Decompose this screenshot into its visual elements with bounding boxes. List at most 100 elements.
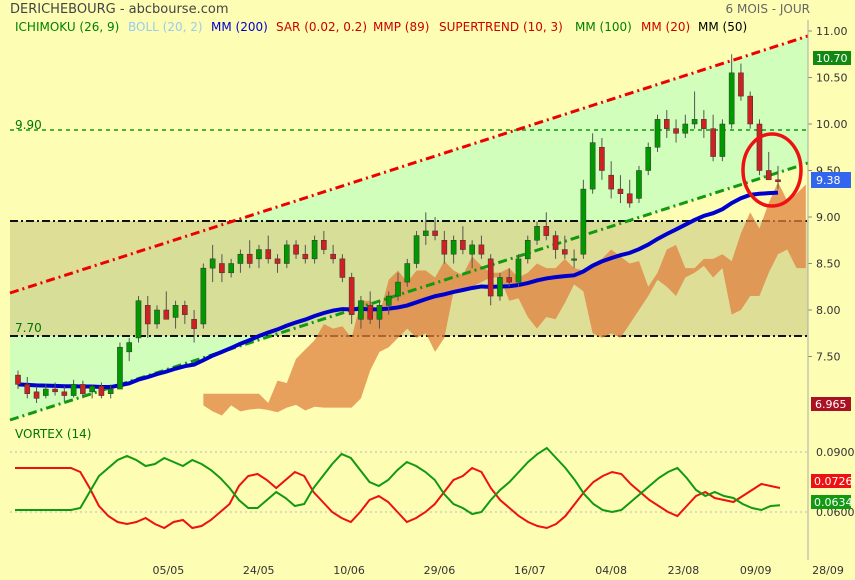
candle-body xyxy=(172,305,179,318)
candle xyxy=(404,258,411,287)
candle-body xyxy=(348,277,355,315)
vortex-y-tick: 0.0900 xyxy=(816,446,855,459)
badge-high: 10.70 xyxy=(813,51,851,65)
candle-body xyxy=(404,263,411,283)
candle-body xyxy=(460,240,466,250)
candle-body xyxy=(182,305,188,315)
candle-body xyxy=(682,123,689,134)
candle-body xyxy=(701,119,707,129)
badge-vortex-green-text: 0.0634 xyxy=(814,496,853,509)
candle-body xyxy=(534,226,540,241)
candle-body xyxy=(330,253,336,260)
candle-body xyxy=(302,253,309,260)
candle xyxy=(163,291,170,320)
candle xyxy=(423,212,429,245)
candle-body xyxy=(626,193,633,204)
x-tick-label: 09/09 xyxy=(740,564,772,577)
axes: 7.508.008.509.009.5010.0010.5011.0005/05… xyxy=(153,20,848,577)
candle xyxy=(135,296,142,343)
ichimoku-cloud xyxy=(203,182,806,416)
candle-body xyxy=(441,240,448,255)
candle-body xyxy=(487,258,494,297)
candle xyxy=(756,119,763,176)
x-tick-label: 05/05 xyxy=(153,564,185,577)
candle xyxy=(43,384,49,399)
candle xyxy=(395,272,401,301)
candle xyxy=(89,384,95,399)
candle xyxy=(302,244,309,264)
candle-body xyxy=(562,249,568,255)
highlight-circle xyxy=(741,132,803,208)
candle-body xyxy=(274,258,281,264)
y-tick-label: 10.50 xyxy=(816,72,848,85)
candle xyxy=(237,249,244,273)
candle xyxy=(701,110,707,138)
candle-body xyxy=(738,72,744,97)
candle xyxy=(228,258,234,278)
legend-supertrend: SUPERTREND (10, 3) xyxy=(439,20,563,34)
candle xyxy=(172,300,179,329)
candle-body xyxy=(506,277,513,283)
candle xyxy=(626,179,633,208)
candle xyxy=(330,244,336,264)
candle xyxy=(589,133,596,194)
candle xyxy=(358,296,364,329)
candle xyxy=(599,137,605,180)
candle xyxy=(33,386,40,403)
candle xyxy=(154,305,160,329)
candle xyxy=(283,240,290,269)
vortex-y-tick: 0.0600 xyxy=(816,506,855,519)
candle xyxy=(144,296,151,338)
candle xyxy=(348,272,355,324)
y-tick-label: 10.00 xyxy=(816,118,848,131)
candle xyxy=(265,235,272,264)
candle-body xyxy=(747,95,753,125)
candle-body xyxy=(311,240,318,260)
candle-body xyxy=(775,179,781,182)
candle xyxy=(728,54,735,129)
candle xyxy=(478,235,485,259)
x-tick-label: 29/06 xyxy=(424,564,456,577)
candle xyxy=(617,175,624,204)
candle xyxy=(293,240,299,259)
candle xyxy=(98,382,105,399)
candle xyxy=(469,240,475,269)
candle-body xyxy=(43,388,49,396)
candle xyxy=(432,217,438,241)
candle-body xyxy=(728,72,735,125)
candle-body xyxy=(450,240,457,255)
badge-vortex-red: 0.0726 xyxy=(811,474,853,488)
candle xyxy=(311,235,318,264)
candle-body xyxy=(497,277,503,297)
y-tick-label: 8.50 xyxy=(816,258,841,271)
candle xyxy=(645,142,652,176)
badge-low: 6.965 xyxy=(811,397,851,411)
y-tick-label: 7.50 xyxy=(816,351,841,364)
candle-body xyxy=(246,253,253,264)
candle-body xyxy=(765,170,772,181)
candle-body xyxy=(654,119,661,148)
chart-title: DERICHEBOURG - abcbourse.com xyxy=(10,2,228,17)
candle-body xyxy=(599,147,605,171)
candle xyxy=(515,254,522,287)
candle-body xyxy=(571,258,577,261)
candle-body xyxy=(163,309,170,320)
candle xyxy=(441,230,448,264)
legend-sar: SAR (0.02, 0.2) xyxy=(276,20,367,34)
x-tick-label: 28/09 xyxy=(812,564,844,577)
candle-body xyxy=(589,142,596,190)
candle xyxy=(200,263,207,329)
legend-mm100: MM (100) xyxy=(575,20,632,34)
indicator-legend: ICHIMOKU (26, 9) BOLL (20, 2) MM (200) S… xyxy=(15,20,747,34)
legend-mm20: MM (20) xyxy=(641,20,690,34)
candle-body xyxy=(70,384,77,396)
candle-body xyxy=(719,123,726,157)
channel-upper-line xyxy=(9,34,809,295)
candle xyxy=(191,310,197,343)
level-label-lower: 7.70 xyxy=(15,321,42,335)
level-label-upper: 9.90 xyxy=(15,118,42,132)
candle xyxy=(691,91,698,129)
candle-body xyxy=(117,346,123,390)
badge-vortex-green: 0.0634 xyxy=(811,495,853,509)
